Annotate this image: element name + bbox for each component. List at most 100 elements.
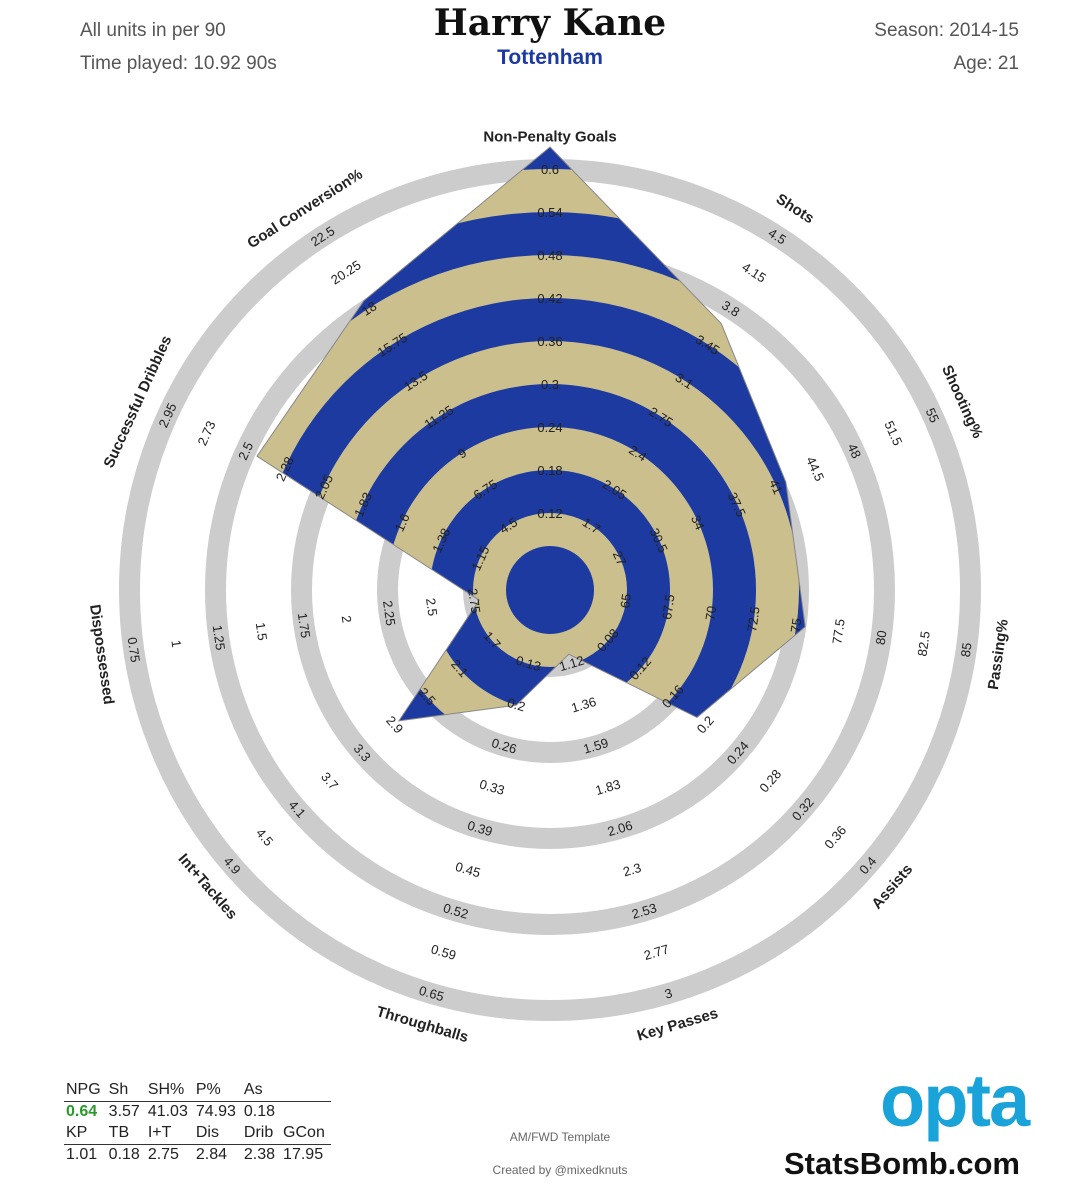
tick-label: 72.5: [744, 606, 762, 633]
tick-label: 2.5: [423, 597, 440, 617]
tick-label: 1.6: [392, 511, 413, 534]
axis-label: Key Passes: [635, 1005, 720, 1045]
tick-label: 44.5: [803, 454, 827, 483]
opta-logo: opta: [880, 1059, 1030, 1142]
stat-header: Drib: [241, 1123, 282, 1145]
tick-label: 0.75: [125, 636, 143, 663]
tick-label: 1.83: [594, 776, 623, 798]
tick-label: 1.25: [210, 624, 228, 651]
tick-label: 0.52: [442, 900, 471, 922]
tick-label: 34: [688, 513, 708, 532]
tick-label: 0.12: [537, 506, 562, 521]
tick-label: 0.65: [417, 983, 446, 1005]
stats-table: NPG Sh SH% P% As 0.64 3.57 41.03 74.93 0…: [64, 1080, 331, 1166]
stat-header: GCon: [281, 1123, 331, 1145]
tick-label: 77.5: [829, 618, 847, 645]
tick-label: 2: [339, 615, 355, 624]
tick-label: 1.5: [253, 621, 270, 641]
tick-label: 2.75: [465, 587, 483, 614]
tick-label: 82.5: [914, 630, 932, 657]
tick-label: 3.7: [318, 769, 341, 792]
stat-header: NPG: [64, 1080, 107, 1102]
axis-label: Non-Penalty Goals: [483, 129, 616, 146]
tick-label: 0.45: [454, 859, 483, 881]
stat-header: Sh: [106, 1080, 146, 1102]
stat-header: SH%: [145, 1080, 194, 1102]
tick-label: 0.2: [506, 695, 528, 714]
tick-label: 4.15: [739, 259, 768, 285]
tick-label: 41: [766, 477, 786, 496]
tick-label: 0.36: [821, 823, 849, 852]
tick-label: 80: [873, 629, 890, 645]
stat-header: P%: [193, 1080, 242, 1102]
radar-chart: 0.120.180.240.30.360.420.480.540.61.72.0…: [86, 129, 1012, 1047]
statsbomb-link[interactable]: StatsBomb.com: [784, 1146, 1020, 1181]
tick-label: 51.5: [881, 419, 905, 448]
tick-label: 85: [958, 642, 975, 658]
tick-label: 0.18: [537, 463, 562, 478]
tick-label: 2.3: [621, 860, 643, 879]
tick-label: 0.59: [429, 941, 458, 963]
stat-header: KP: [64, 1123, 107, 1145]
tick-label: 2.53: [630, 900, 659, 922]
tick-label: 0.13: [514, 653, 543, 675]
stat-value-npg: 0.64: [66, 1103, 98, 1120]
tick-label: 70: [702, 605, 719, 621]
stat-value: 2.84: [195, 1146, 227, 1163]
age: Age: 21: [953, 53, 1020, 74]
tick-label: 0.54: [537, 205, 562, 220]
tick-label: 0.48: [537, 248, 562, 263]
stat-header: TB: [106, 1123, 146, 1145]
tick-label: 0.6: [541, 162, 559, 177]
tick-label: 0.33: [478, 776, 507, 798]
tick-label: 1.59: [582, 735, 611, 757]
stat-header: Dis: [193, 1123, 242, 1145]
tick-label: 0.28: [756, 766, 784, 795]
tick-label: 65: [617, 593, 634, 609]
tick-label: 75: [788, 617, 805, 633]
time-played: Time played: 10.92 90s: [80, 53, 277, 74]
season: Season: 2014-15: [874, 20, 1019, 41]
tick-label: 0.26: [490, 735, 519, 757]
tick-label: 2.5: [235, 440, 256, 463]
radar-center: [506, 546, 594, 634]
stat-header: I+T: [145, 1123, 194, 1145]
player-name: Harry Kane: [433, 2, 667, 44]
title-block: Harry Kane Tottenham: [0, 2, 1075, 70]
tick-label: 3: [663, 985, 674, 1001]
radar-polygon-outline: [256, 146, 806, 722]
tick-label: 0.39: [466, 818, 495, 840]
tick-label: 1.75: [295, 612, 313, 639]
stat-value: 41.03: [147, 1103, 188, 1120]
tick-label: 4.5: [253, 825, 276, 848]
stat-value: 1.01: [66, 1146, 98, 1163]
tick-label: 1.12: [557, 653, 586, 675]
stat-value: 17.95: [283, 1146, 324, 1163]
axis-label: Passing%: [985, 618, 1012, 691]
stat-value: 3.57: [108, 1103, 140, 1120]
created-by: Created by @mixedknuts: [492, 1163, 628, 1177]
stat-value: 74.93: [195, 1103, 236, 1120]
tick-label: 0.24: [537, 420, 562, 435]
tick-label: 48: [844, 441, 864, 460]
tick-label: 67.5: [659, 593, 677, 620]
tick-label: 0.42: [537, 291, 562, 306]
tick-label: 18: [359, 298, 379, 318]
header-left: All units in per 90 Time played: 10.92 9…: [80, 14, 277, 80]
template-note: AM/FWD Template: [509, 1130, 611, 1144]
tick-label: 27: [610, 549, 630, 568]
header-right: Season: 2014-15 Age: 21: [874, 14, 1019, 80]
tick-label: 0.3: [541, 377, 559, 392]
tick-label: 2.25: [380, 600, 398, 627]
stat-value: 2.75: [147, 1146, 179, 1163]
tick-label: 1.36: [569, 694, 598, 716]
tick-label: 1: [168, 639, 184, 648]
axis-label: Shots: [773, 190, 817, 227]
tick-label: 0.36: [537, 334, 562, 349]
tick-label: 55: [923, 406, 943, 425]
tick-label: 2.77: [642, 941, 671, 963]
stat-value: 0.18: [108, 1146, 140, 1163]
stat-header: As: [241, 1080, 282, 1102]
axis-label: Dispossessed: [86, 603, 117, 705]
team-name: Tottenham: [497, 46, 603, 69]
